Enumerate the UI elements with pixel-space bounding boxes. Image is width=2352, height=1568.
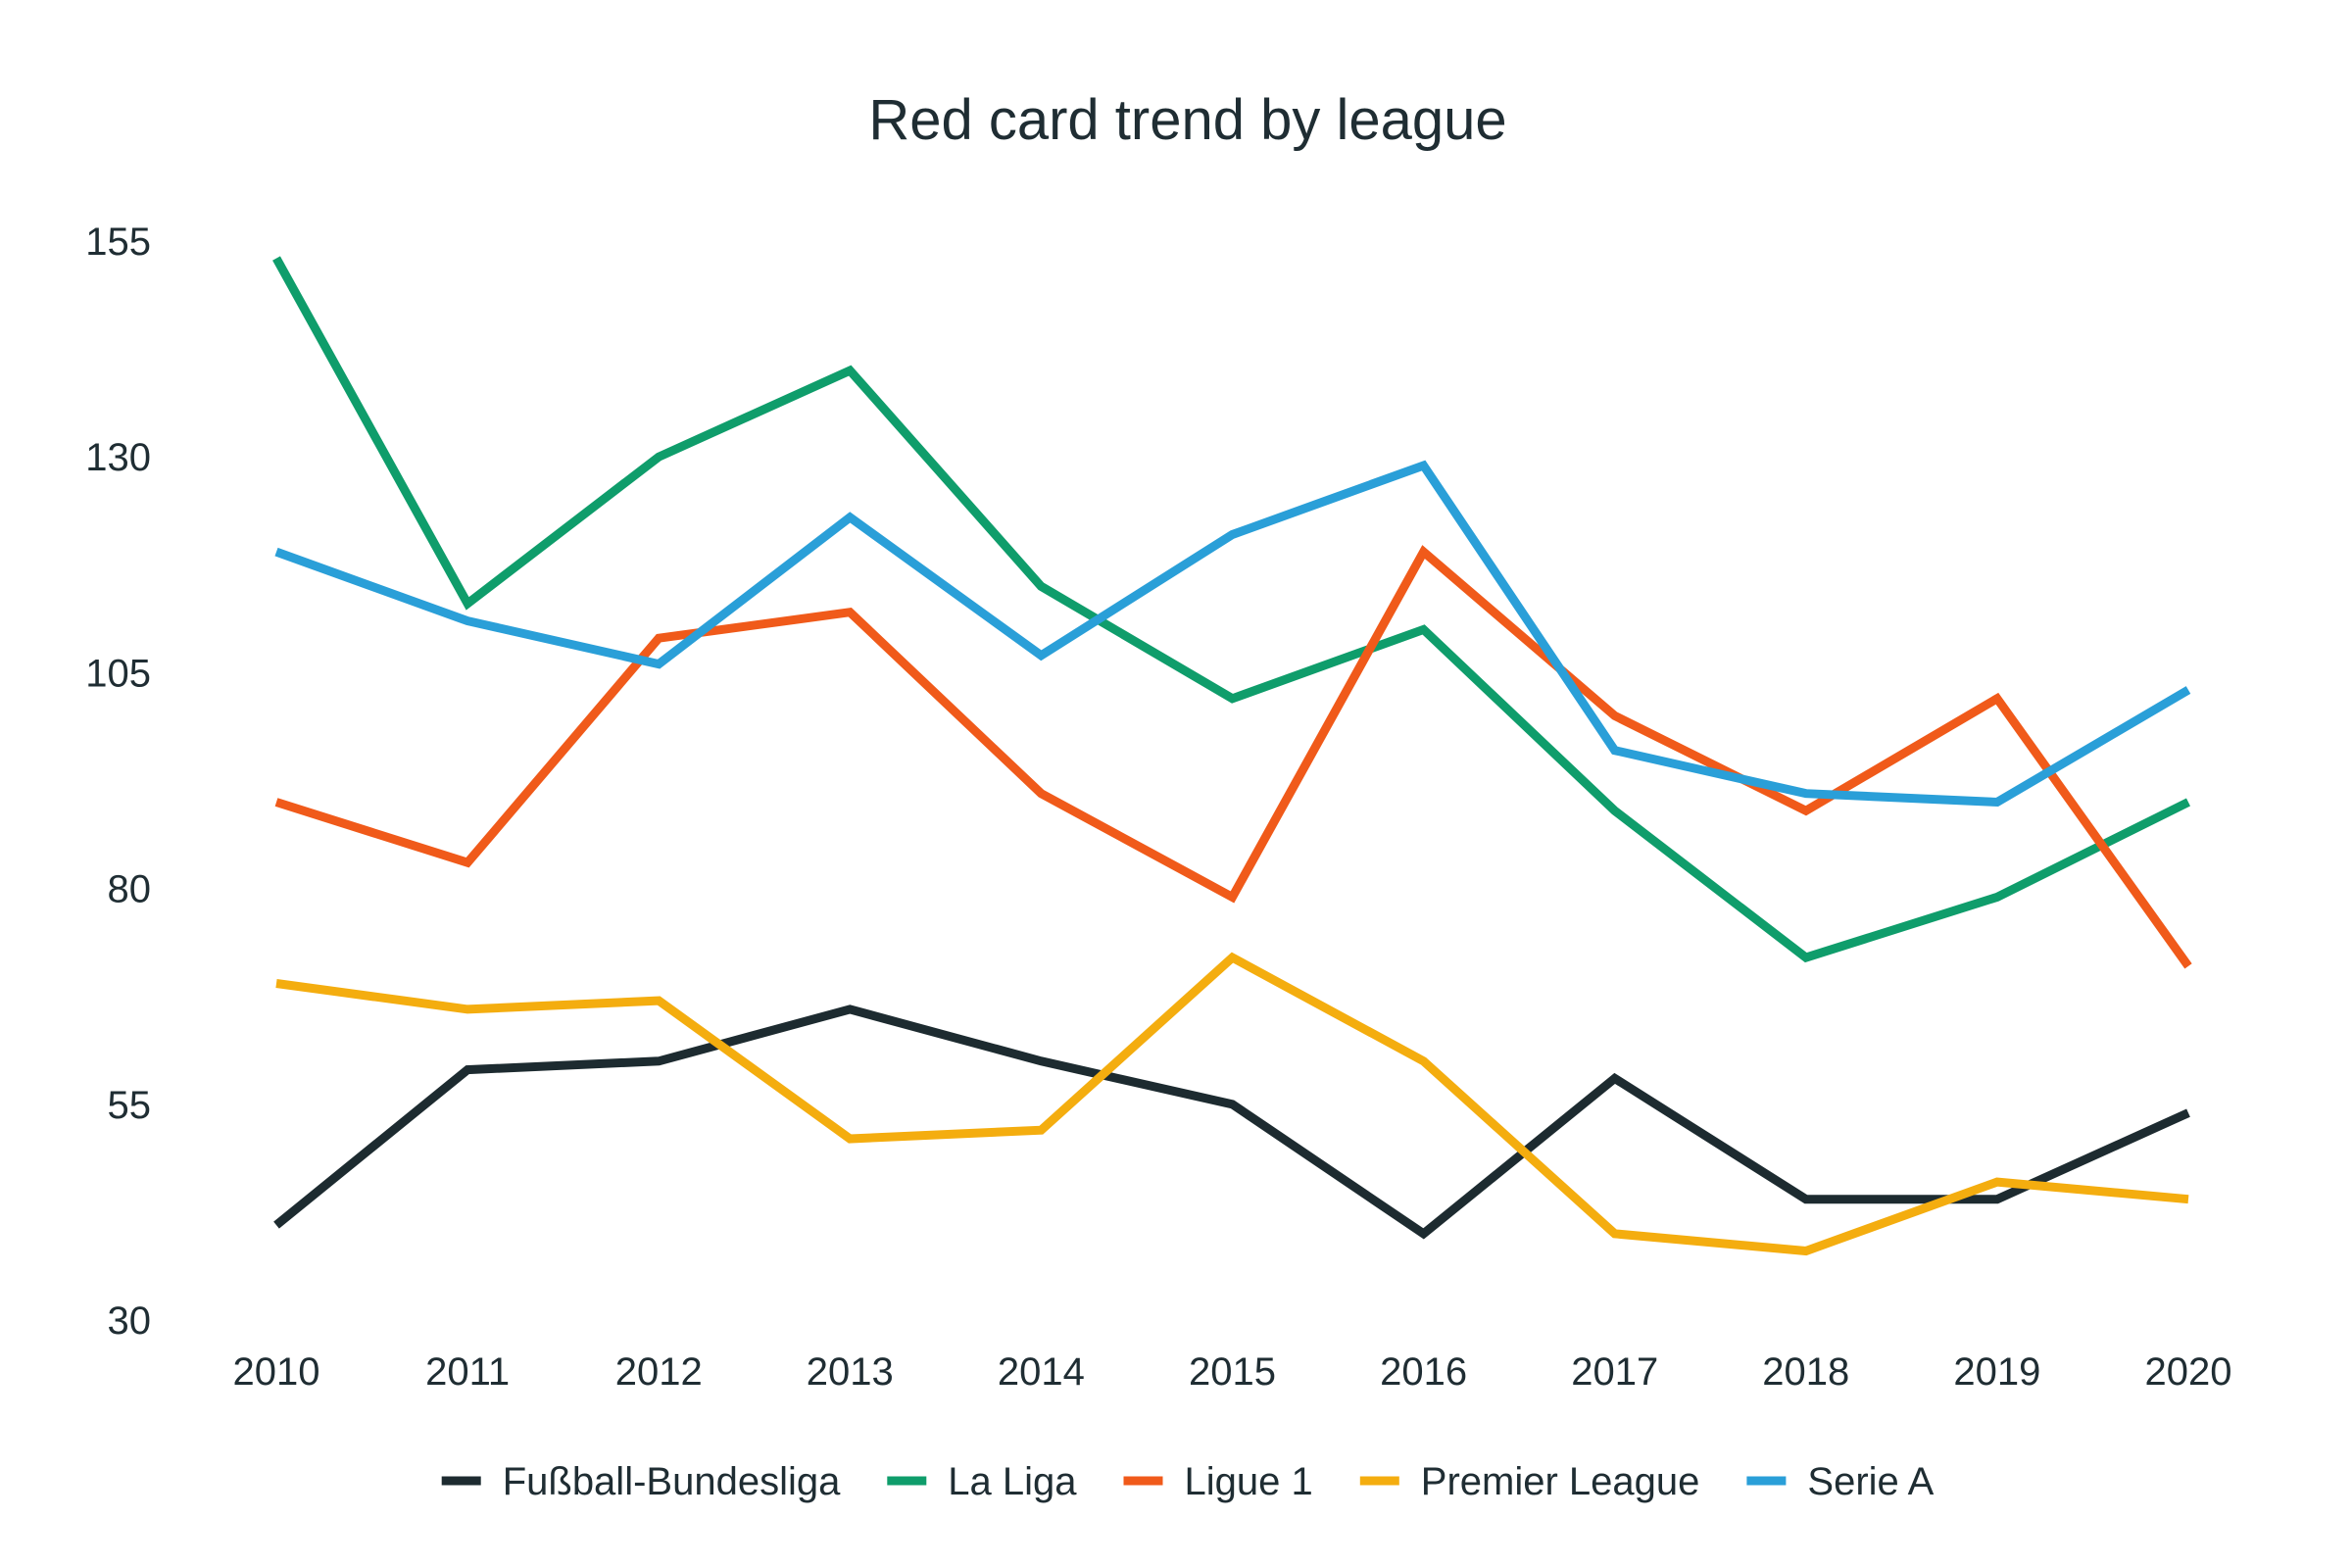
legend-label: Ligue 1 xyxy=(1185,1460,1313,1503)
x-tick-label: 2017 xyxy=(1571,1350,1658,1394)
legend-label: La Liga xyxy=(948,1460,1077,1503)
legend: Fußball-Bundesliga La Liga Ligue 1 Premier … xyxy=(441,1460,1935,1503)
x-tick-label: 2012 xyxy=(615,1350,703,1394)
legend-item: Fußball-Bundesliga xyxy=(441,1460,841,1503)
y-tick-label: 130 xyxy=(85,436,151,479)
y-tick-label: 30 xyxy=(108,1299,152,1343)
x-tick-label: 2011 xyxy=(425,1350,510,1394)
legend-item: Premier League xyxy=(1359,1460,1700,1503)
x-tick-label: 2015 xyxy=(1189,1350,1276,1394)
x-tick-label: 2020 xyxy=(2145,1350,2232,1394)
legend-label: Fußball-Bundesliga xyxy=(503,1460,841,1503)
legend-label: Premier League xyxy=(1421,1460,1700,1503)
legend-item: Serie A xyxy=(1746,1460,1935,1503)
series-line-4 xyxy=(274,460,2191,808)
x-tick-label: 2014 xyxy=(998,1350,1085,1394)
y-tick-label: 105 xyxy=(85,652,151,695)
x-tick-label: 2016 xyxy=(1380,1350,1467,1394)
series-line-1 xyxy=(272,256,2191,963)
chart-title: Red card trend by league xyxy=(868,88,1506,152)
x-tick-label: 2018 xyxy=(1762,1350,1849,1394)
series-line-2 xyxy=(274,545,2192,969)
series-line-3 xyxy=(275,952,2189,1256)
y-axis-ticks: 30 55 80 105 130 155 xyxy=(85,220,151,1343)
x-tick-label: 2013 xyxy=(807,1350,894,1394)
legend-item: Ligue 1 xyxy=(1123,1460,1313,1503)
series-lines xyxy=(272,256,2192,1256)
series-line-0 xyxy=(273,1004,2190,1240)
y-tick-label: 55 xyxy=(108,1084,152,1127)
legend-item: La Liga xyxy=(887,1460,1077,1503)
x-tick-label: 2019 xyxy=(1953,1350,2040,1394)
x-axis-ticks: 2010 2011 2012 2013 2014 2015 2016 2017 2018 2019… xyxy=(233,1350,2232,1394)
y-tick-label: 80 xyxy=(108,868,152,911)
x-tick-label: 2010 xyxy=(233,1350,320,1394)
legend-label: Serie A xyxy=(1807,1460,1934,1503)
y-tick-label: 155 xyxy=(85,220,151,264)
